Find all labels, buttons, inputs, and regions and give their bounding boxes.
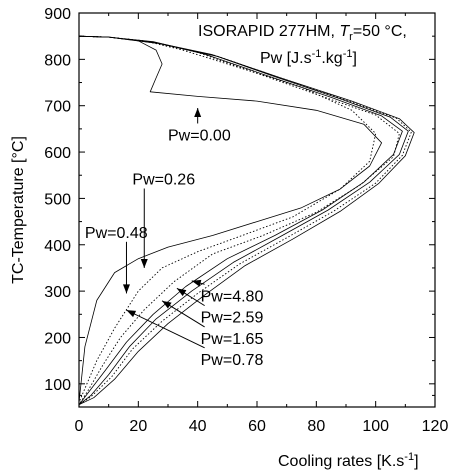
y-tick-label: 600 xyxy=(44,145,71,162)
x-tick-label: 60 xyxy=(248,418,266,435)
annotation-label: Pw=2.59 xyxy=(201,310,264,327)
annotation-label: Pw=0.26 xyxy=(132,172,195,189)
series-line-pw-4-80 xyxy=(78,35,415,406)
annotation-label: Pw=0.00 xyxy=(168,127,231,144)
chart-title-line-2: Pw [J.s-1.kg-1] xyxy=(260,48,357,67)
x-axis-title: Cooling rates [K.s-1] xyxy=(278,451,419,470)
chart-title-line-1: ISORAPID 277HM, Tr=50 °C, xyxy=(198,23,407,43)
annotation-arrow-head xyxy=(122,284,130,294)
y-tick-label: 700 xyxy=(44,99,71,116)
series-line-pw-0-26 xyxy=(78,35,377,403)
x-tick-label: 100 xyxy=(362,418,389,435)
x-tick-label: 120 xyxy=(422,418,449,435)
annotation-arrow-head xyxy=(162,300,172,309)
annotation-arrow-head xyxy=(140,258,148,268)
y-tick-label: 500 xyxy=(44,191,71,208)
y-tick-label: 100 xyxy=(44,377,71,394)
annotation-arrow-line xyxy=(126,309,205,349)
series-line-pw-2-59 xyxy=(78,35,412,406)
series-line-pw-1-65 xyxy=(78,35,409,406)
annotation-label: Pw=4.80 xyxy=(201,288,264,305)
annotation-arrow-head xyxy=(176,288,187,297)
annotation-label: Pw=0.48 xyxy=(85,225,148,242)
y-tick-label: 300 xyxy=(44,284,71,301)
annotation-label: Pw=1.65 xyxy=(201,331,264,348)
y-axis-title: TC-Temperature [°C] xyxy=(10,136,27,284)
annotation-arrow-head xyxy=(126,310,137,318)
series-line-pw-0-00 xyxy=(78,35,382,403)
axes: 0 20 40 60 80 100 120 100 200 300 400 500 600 700 800 9… xyxy=(44,6,448,435)
annotation-layer: Pw=0.00 Pw=0.26 Pw=0.48 Pw=4.80 Pw=2.59 Pw=1.… xyxy=(85,108,264,369)
annotation-arrow-head xyxy=(191,279,202,287)
series-line-pw-0-78 xyxy=(78,35,403,405)
x-tick-label: 40 xyxy=(189,418,207,435)
y-tick-label: 200 xyxy=(44,330,71,347)
annotation-label: Pw=0.78 xyxy=(201,352,264,369)
y-tick-label: 400 xyxy=(44,238,71,255)
x-tick-label: 20 xyxy=(129,418,147,435)
y-tick-label: 900 xyxy=(44,6,71,23)
series-layer xyxy=(78,35,415,406)
y-tick-label: 800 xyxy=(44,52,71,69)
x-tick-label: 80 xyxy=(307,418,325,435)
annotation-arrow-head xyxy=(194,108,202,118)
x-tick-label: 0 xyxy=(75,418,84,435)
